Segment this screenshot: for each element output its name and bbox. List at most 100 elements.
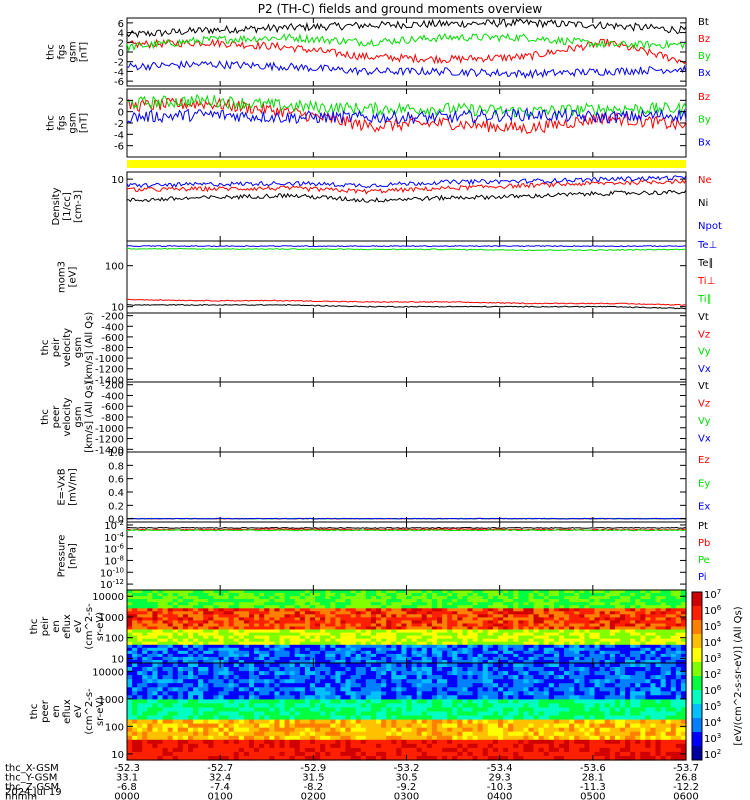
spectrogram-cell bbox=[137, 617, 143, 621]
spectrogram-cell bbox=[269, 632, 275, 637]
spectrogram-cell bbox=[264, 632, 270, 637]
spectrogram-cell bbox=[208, 614, 214, 618]
spectrogram-cell bbox=[492, 590, 499, 594]
spectrogram-cell bbox=[279, 590, 286, 594]
spectrogram-cell bbox=[243, 695, 250, 700]
spectrogram-cell bbox=[635, 635, 641, 640]
spectrogram-cell bbox=[584, 719, 591, 725]
spectrogram-cell bbox=[553, 626, 560, 631]
spectrogram-cell bbox=[147, 723, 153, 729]
spectrogram-cell bbox=[172, 605, 179, 609]
spectrogram-cell bbox=[503, 687, 509, 692]
spectrogram-cell bbox=[431, 671, 438, 676]
spectrogram-cell bbox=[315, 602, 321, 606]
spectrogram-cell bbox=[304, 629, 311, 634]
spectrogram-cell bbox=[223, 599, 230, 603]
spectrogram-cell bbox=[157, 644, 164, 649]
spectrogram-cell bbox=[518, 663, 524, 668]
spectrogram-cell bbox=[304, 632, 311, 637]
spectrogram-cell bbox=[670, 656, 677, 661]
spectrogram-cell bbox=[553, 731, 560, 737]
spectrogram-cell bbox=[172, 727, 179, 733]
spectrogram-cell bbox=[350, 593, 357, 597]
spectrogram-cell bbox=[208, 707, 214, 713]
spectrogram-cell bbox=[503, 644, 509, 649]
spectrogram-cell bbox=[289, 703, 296, 708]
spectrogram-cell bbox=[238, 629, 245, 634]
spectrogram-cell bbox=[640, 608, 646, 612]
spectrogram-cell bbox=[467, 656, 474, 661]
spectrogram-cell bbox=[299, 719, 306, 725]
spectrogram-cell bbox=[477, 707, 484, 713]
spectrogram-cell bbox=[315, 663, 321, 668]
spectrogram-cell bbox=[589, 638, 596, 643]
spectrogram-cell bbox=[142, 656, 148, 661]
spectrogram-cell bbox=[482, 599, 489, 603]
spectrogram-cell bbox=[523, 675, 530, 680]
spectrogram-cell bbox=[462, 641, 469, 646]
spectrogram-cell bbox=[147, 703, 153, 708]
spectrogram-cell bbox=[243, 707, 250, 713]
spectrogram-cell bbox=[650, 635, 657, 640]
spectrogram-cell bbox=[416, 593, 423, 597]
spectrogram-cell bbox=[198, 675, 204, 680]
spectrogram-cell bbox=[386, 727, 392, 733]
spectrogram-cell bbox=[533, 691, 540, 696]
spectrogram-cell bbox=[421, 602, 428, 606]
spectrogram-cell bbox=[223, 635, 230, 640]
spectrogram-cell bbox=[162, 605, 169, 609]
spectrogram-cell bbox=[304, 667, 311, 672]
spectrogram-cell bbox=[259, 605, 265, 609]
ytick-label: -600 bbox=[101, 402, 124, 413]
spectrogram-cell bbox=[325, 715, 331, 721]
spectrogram-cell bbox=[193, 731, 199, 737]
spectrogram-cell bbox=[625, 605, 631, 609]
spectrogram-cell bbox=[680, 650, 687, 655]
spectrogram-cell bbox=[614, 635, 621, 640]
spectrogram-cell bbox=[396, 641, 402, 646]
spectrogram-cell bbox=[203, 656, 209, 661]
spectrogram-cell bbox=[289, 667, 296, 672]
spectrogram-cell bbox=[579, 635, 585, 640]
spectrogram-cell bbox=[386, 703, 392, 708]
spectrogram-cell bbox=[360, 731, 367, 737]
spectrogram-cell bbox=[345, 683, 352, 688]
spectrogram-cell bbox=[426, 723, 433, 729]
spectrogram-cell bbox=[599, 605, 606, 609]
spectrogram-cell bbox=[167, 727, 174, 733]
spectrogram-cell bbox=[640, 596, 646, 600]
spectrogram-cell bbox=[208, 719, 214, 725]
spectrogram-cell bbox=[401, 711, 408, 717]
spectrogram-cell bbox=[604, 614, 611, 618]
spectrogram-cell bbox=[584, 723, 591, 729]
spectrogram-cell bbox=[503, 719, 509, 725]
spectrogram-cell bbox=[630, 608, 636, 612]
spectrogram-cell bbox=[391, 711, 397, 717]
spectrogram-cell bbox=[299, 629, 306, 634]
spectrogram-cell bbox=[223, 632, 230, 637]
spectrogram-cell bbox=[487, 638, 494, 643]
spectrogram-cell bbox=[518, 605, 524, 609]
spectrogram-cell bbox=[386, 620, 392, 624]
spectrogram-cell bbox=[680, 641, 687, 646]
spectrogram-cell bbox=[670, 683, 677, 688]
spectrogram-cell bbox=[177, 731, 184, 737]
spectrogram-cell bbox=[233, 715, 240, 721]
spectrogram-peer-eflux bbox=[127, 663, 687, 761]
spectrogram-cell bbox=[137, 683, 143, 688]
spectrogram-cell bbox=[640, 691, 646, 696]
spectrogram-cell bbox=[259, 656, 265, 661]
spectrogram-cell bbox=[304, 660, 311, 664]
spectrogram-cell bbox=[421, 691, 428, 696]
spectrogram-cell bbox=[604, 593, 611, 597]
spectrogram-cell bbox=[284, 731, 291, 737]
spectrogram-cell bbox=[330, 602, 336, 606]
spectrogram-cell bbox=[335, 647, 342, 652]
spectrogram-cell bbox=[670, 590, 677, 594]
spectrogram-cell bbox=[208, 608, 214, 612]
spectrogram-cell bbox=[137, 611, 143, 615]
spectrogram-cell bbox=[177, 719, 184, 725]
spectrogram-cell bbox=[264, 617, 270, 621]
spectrogram-cell bbox=[365, 687, 372, 692]
